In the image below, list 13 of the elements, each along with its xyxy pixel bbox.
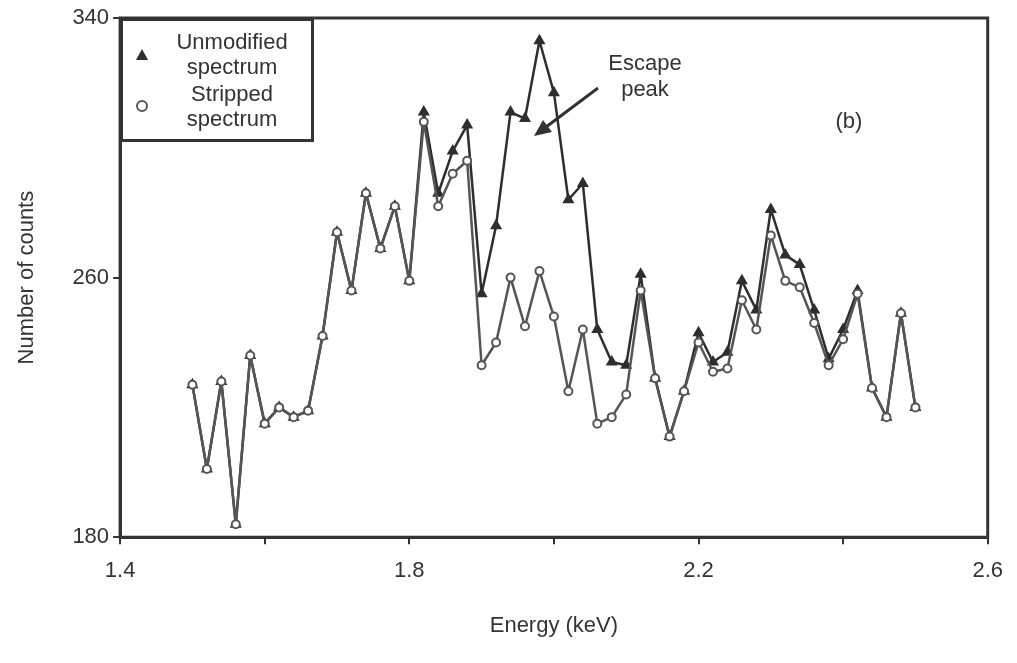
x-tick-label: 1.8	[394, 557, 425, 583]
x-tick-label: 1.4	[104, 557, 136, 583]
y-tick-label: 340	[72, 4, 110, 30]
x-axis-title: Energy (keV)	[489, 611, 619, 637]
y-axis-title: Number of counts	[13, 190, 39, 365]
legend-label: Unmodified spectrum	[175, 29, 289, 79]
x-tick-label: 2.6	[972, 557, 1004, 583]
x-tick-label: 2.2	[683, 557, 714, 583]
annotation: (b)	[835, 108, 863, 133]
y-tick-label: 180	[72, 523, 110, 549]
y-tick-label: 260	[72, 263, 110, 289]
annotation: Escape peak	[608, 50, 682, 101]
legend-label: Stripped spectrum	[185, 81, 279, 131]
